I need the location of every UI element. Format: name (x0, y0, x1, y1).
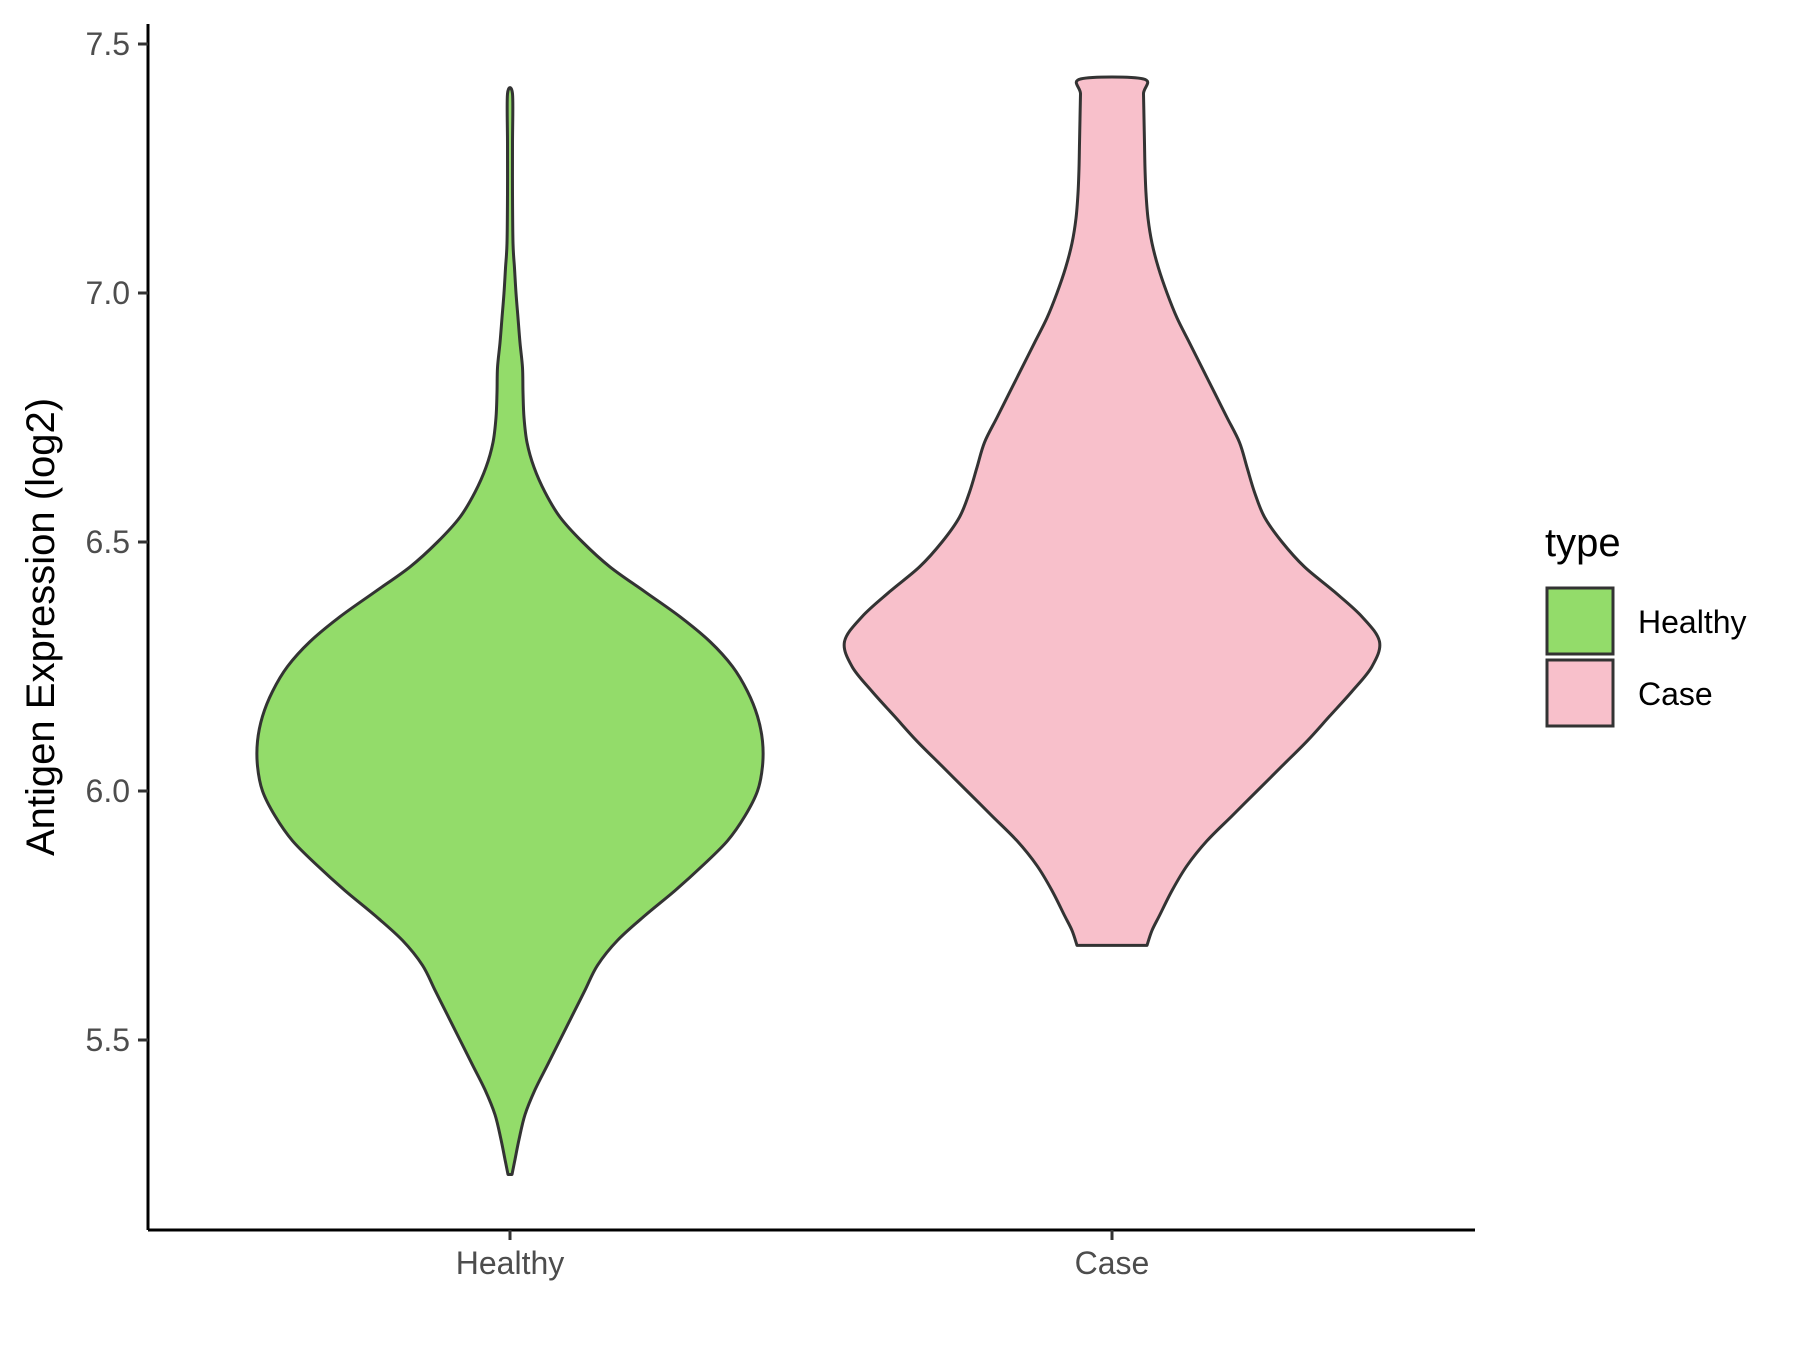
y-tick-label: 7.5 (86, 26, 130, 62)
axes-layer: 5.5 6.0 6.5 7.0 7.5 Healthy Case Antigen Expr… (19, 24, 1475, 1281)
violin-layer (255, 75, 1382, 1176)
legend-label-healthy: Healthy (1638, 604, 1747, 640)
legend-key-case (1545, 658, 1615, 728)
y-tick-label: 6.0 (86, 773, 130, 809)
legend-entries: Healthy Case (1545, 586, 1747, 728)
violin-case (842, 75, 1382, 947)
y-axis-title: Antigen Expression (log2) (19, 398, 63, 856)
y-tick-label: 7.0 (86, 275, 130, 311)
x-tick-label: Case (1075, 1245, 1150, 1281)
x-tick-label: Healthy (456, 1245, 565, 1281)
x-ticks: Healthy Case (456, 1230, 1150, 1281)
y-tick-label: 5.5 (86, 1022, 130, 1058)
legend-title: type (1545, 521, 1621, 565)
y-tick-label: 6.5 (86, 524, 130, 560)
y-ticks: 5.5 6.0 6.5 7.0 7.5 (86, 26, 148, 1058)
legend-key-healthy (1545, 586, 1615, 656)
legend: type Healthy Case (1545, 521, 1747, 728)
violin-healthy (255, 86, 765, 1176)
legend-label-case: Case (1638, 676, 1713, 712)
